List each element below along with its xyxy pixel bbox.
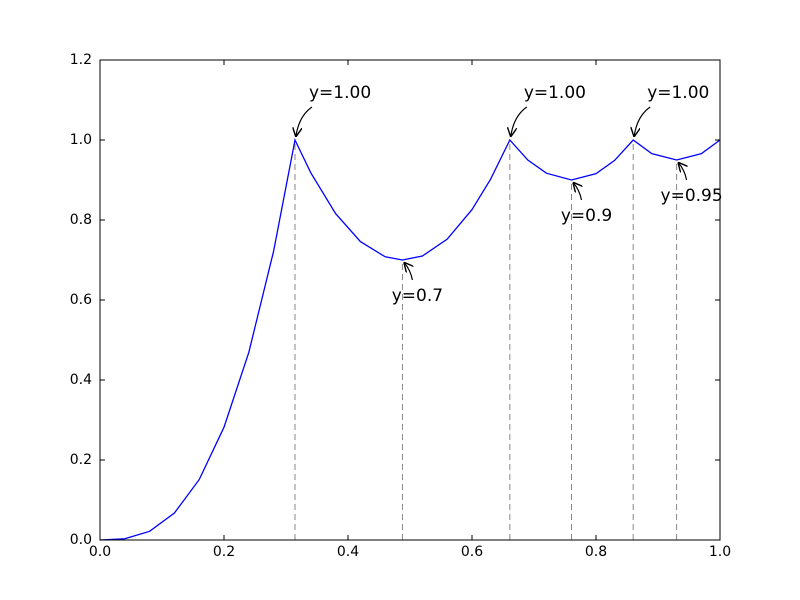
x-tick-label: 0.6 — [461, 544, 483, 560]
x-tick-label: 0.4 — [337, 544, 359, 560]
annotation-arrow — [679, 163, 687, 181]
annotation-label: y=0.7 — [392, 286, 443, 306]
annotation-label: y=0.95 — [661, 186, 723, 206]
annotation-label: y=1.00 — [647, 83, 709, 103]
y-tick-label: 0.0 — [70, 532, 92, 548]
annotation-label: y=1.00 — [524, 83, 586, 103]
annotation-arrow — [634, 106, 651, 136]
annotation-label: y=0.9 — [561, 206, 612, 226]
annotation-arrow — [404, 263, 412, 281]
x-tick-label: 0.2 — [213, 544, 235, 560]
y-tick-label: 0.2 — [70, 452, 92, 468]
x-tick-label: 0.8 — [585, 544, 607, 560]
y-tick-label: 1.2 — [70, 52, 92, 68]
y-tick-label: 1.0 — [70, 132, 92, 148]
y-tick-label: 0.6 — [70, 292, 92, 308]
annotation-label: y=1.00 — [309, 83, 371, 103]
annotation-arrow — [574, 183, 582, 201]
data-line — [99, 137, 721, 541]
x-tick-label: 0.0 — [89, 544, 111, 560]
annotation-arrow — [511, 106, 528, 136]
y-tick-label: 0.4 — [70, 372, 92, 388]
y-tick-label: 0.8 — [70, 212, 92, 228]
x-tick-label: 1.0 — [709, 544, 731, 560]
annotation-arrow — [296, 106, 313, 136]
